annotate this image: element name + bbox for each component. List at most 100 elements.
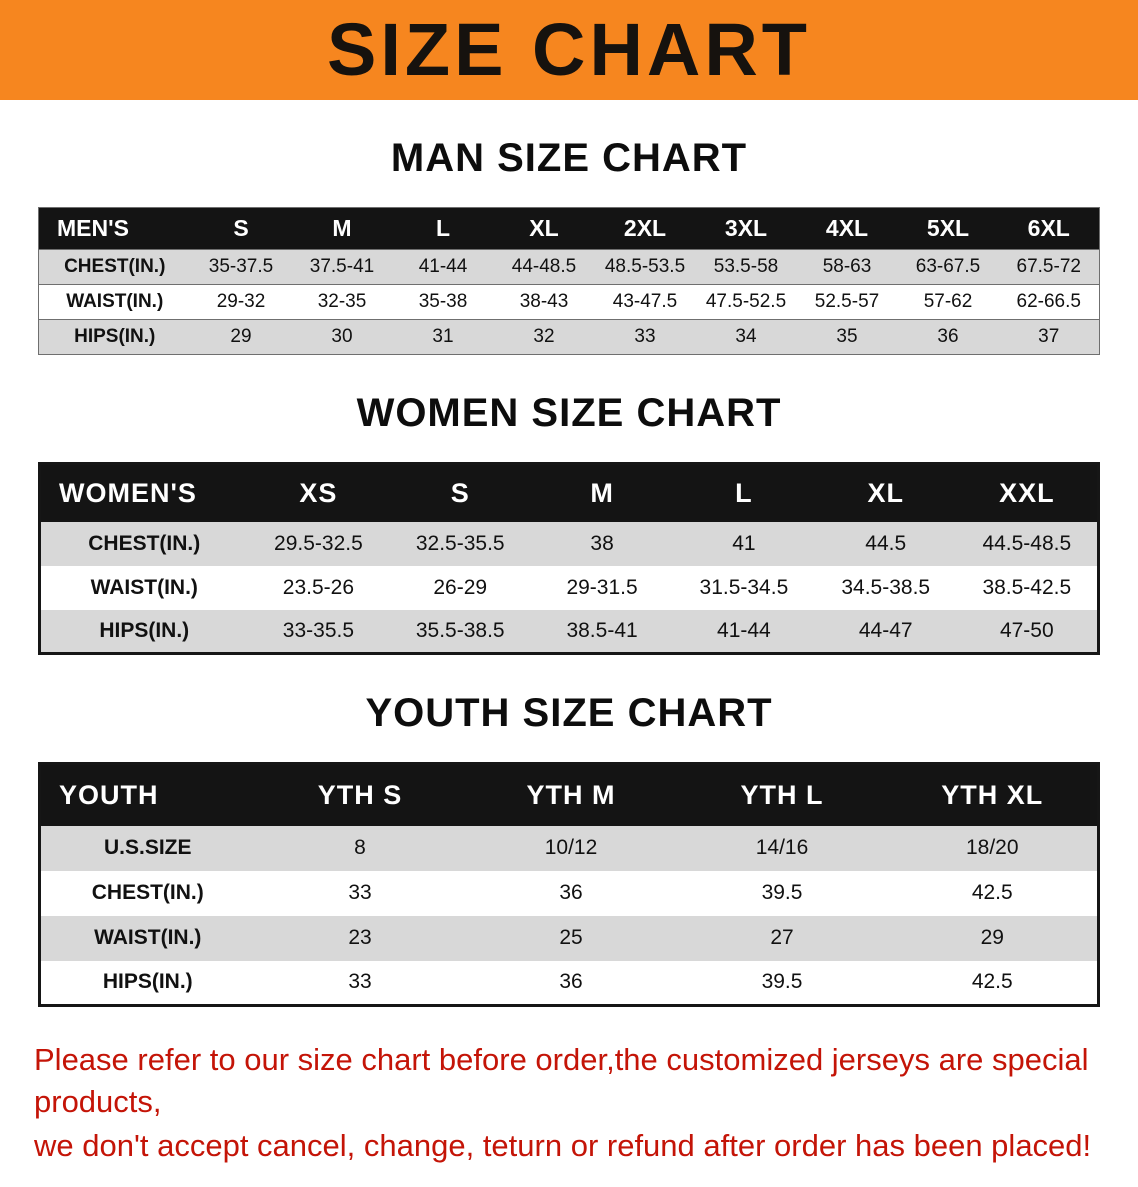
- size-value: 53.5-58: [695, 249, 797, 285]
- table-corner-label: MEN'S: [38, 207, 191, 250]
- size-value: 39.5: [676, 870, 888, 916]
- size-value: 33-35.5: [247, 609, 390, 654]
- size-value: 35-37.5: [190, 249, 292, 285]
- table-corner-label: YOUTH: [39, 763, 255, 826]
- size-column-header: L: [392, 207, 494, 250]
- size-value: 33: [254, 960, 466, 1006]
- youth-size-table: YOUTH YTH S YTH M YTH L YTH XL U.S.SIZE 8 10/12…: [38, 762, 1100, 1007]
- size-value: 27: [676, 915, 888, 961]
- size-column-header: M: [531, 463, 673, 522]
- row-label: HIPS(IN.): [39, 960, 255, 1006]
- table-row: HIPS(IN.) 33-35.5 35.5-38.5 38.5-41 41-44 44-…: [39, 609, 1099, 654]
- row-label: U.S.SIZE: [39, 825, 255, 871]
- size-value: 35-38: [392, 284, 494, 320]
- table-row: CHEST(IN.) 29.5-32.5 32.5-35.5 38 41 44.5 44.5…: [39, 521, 1099, 566]
- men-size-table: MEN'S S M L XL 2XL 3XL 4XL 5XL 6XL CHEST(IN.) 35-37…: [38, 207, 1100, 355]
- footer-note-line-2: we don't accept cancel, change, teturn o…: [34, 1127, 1092, 1163]
- table-corner-label: WOMEN'S: [39, 463, 248, 522]
- size-value: 44-47: [814, 609, 957, 654]
- table-row: CHEST(IN.) 33 36 39.5 42.5: [39, 870, 1099, 916]
- size-column-header: S: [190, 207, 292, 250]
- header-row: MEN'S S M L XL 2XL 3XL 4XL 5XL 6XL: [38, 207, 1100, 250]
- youth-size-table-container: YOUTH YTH S YTH M YTH L YTH XL U.S.SIZE 8 10/12…: [38, 762, 1100, 1007]
- size-value: 10/12: [465, 825, 677, 871]
- size-value: 29.5-32.5: [247, 521, 390, 566]
- size-value: 38.5-42.5: [956, 565, 1099, 610]
- size-value: 26-29: [389, 565, 532, 610]
- size-value: 47.5-52.5: [695, 284, 797, 320]
- size-value: 32: [493, 319, 595, 355]
- size-value: 47-50: [956, 609, 1099, 654]
- size-column-header: 3XL: [695, 207, 797, 250]
- size-column-header: YTH M: [465, 763, 677, 826]
- size-value: 34.5-38.5: [814, 565, 957, 610]
- size-column-header: S: [389, 463, 532, 522]
- table-row: WAIST(IN.) 23 25 27 29: [39, 915, 1099, 961]
- size-value: 37.5-41: [291, 249, 393, 285]
- size-column-header: M: [291, 207, 393, 250]
- size-column-header: 6XL: [998, 207, 1100, 250]
- size-value: 34: [695, 319, 797, 355]
- size-value: 52.5-57: [796, 284, 898, 320]
- men-size-section: MAN SIZE CHART MEN'S S M L XL 2XL 3XL 4XL 5XL 6XL…: [0, 136, 1138, 355]
- size-value: 25: [465, 915, 677, 961]
- size-value: 39.5: [676, 960, 888, 1006]
- size-value: 33: [594, 319, 696, 355]
- footer-note: Please refer to our size chart before or…: [34, 1039, 1104, 1167]
- size-value: 38.5-41: [531, 609, 673, 654]
- size-value: 41: [672, 521, 815, 566]
- row-label: CHEST(IN.): [38, 249, 191, 285]
- table-row: WAIST(IN.) 29-32 32-35 35-38 38-43 43-47.5 47.…: [38, 284, 1100, 320]
- size-value: 58-63: [796, 249, 898, 285]
- men-size-table-container: MEN'S S M L XL 2XL 3XL 4XL 5XL 6XL CHEST(IN.) 35-37…: [38, 207, 1100, 355]
- row-label: CHEST(IN.): [39, 521, 248, 566]
- size-column-header: 4XL: [796, 207, 898, 250]
- size-value: 38-43: [493, 284, 595, 320]
- table-row: WAIST(IN.) 23.5-26 26-29 29-31.5 31.5-34.5 34…: [39, 565, 1099, 610]
- size-value: 32.5-35.5: [389, 521, 532, 566]
- size-value: 31: [392, 319, 494, 355]
- row-label: WAIST(IN.): [39, 565, 248, 610]
- size-value: 37: [998, 319, 1100, 355]
- size-column-header: XL: [493, 207, 595, 250]
- size-value: 63-67.5: [897, 249, 999, 285]
- size-value: 41-44: [672, 609, 815, 654]
- size-value: 29: [190, 319, 292, 355]
- size-value: 35.5-38.5: [389, 609, 532, 654]
- size-value: 42.5: [887, 960, 1099, 1006]
- size-value: 30: [291, 319, 393, 355]
- row-label: WAIST(IN.): [39, 915, 255, 961]
- size-value: 29: [887, 915, 1099, 961]
- size-value: 36: [465, 870, 677, 916]
- size-value: 42.5: [887, 870, 1099, 916]
- women-size-table: WOMEN'S XS S M L XL XXL CHEST(IN.) 29.5-32.5 32.5…: [38, 462, 1100, 655]
- size-value: 36: [897, 319, 999, 355]
- header-row: YOUTH YTH S YTH M YTH L YTH XL: [39, 763, 1099, 826]
- size-column-header: XXL: [956, 463, 1099, 522]
- size-value: 62-66.5: [998, 284, 1100, 320]
- women-size-section: WOMEN SIZE CHART WOMEN'S XS S M L XL XXL CHEST(…: [0, 391, 1138, 655]
- size-column-header: YTH XL: [887, 763, 1099, 826]
- banner: SIZE CHART: [0, 0, 1138, 100]
- table-row: CHEST(IN.) 35-37.5 37.5-41 41-44 44-48.5 48.5…: [38, 249, 1100, 285]
- size-column-header: YTH L: [676, 763, 888, 826]
- footer-note-line-1: Please refer to our size chart before or…: [34, 1042, 1089, 1119]
- size-value: 38: [531, 521, 673, 566]
- youth-section-title: YOUTH SIZE CHART: [365, 691, 773, 735]
- table-row: U.S.SIZE 8 10/12 14/16 18/20: [39, 825, 1099, 871]
- women-section-title: WOMEN SIZE CHART: [356, 391, 782, 435]
- size-column-header: XL: [814, 463, 957, 522]
- size-column-header: YTH S: [254, 763, 466, 826]
- size-value: 67.5-72: [998, 249, 1100, 285]
- size-value: 36: [465, 960, 677, 1006]
- size-value: 44.5-48.5: [956, 521, 1099, 566]
- row-label: HIPS(IN.): [38, 319, 191, 355]
- size-column-header: XS: [247, 463, 390, 522]
- row-label: HIPS(IN.): [39, 609, 248, 654]
- table-row: HIPS(IN.) 33 36 39.5 42.5: [39, 960, 1099, 1006]
- size-value: 35: [796, 319, 898, 355]
- size-value: 44-48.5: [493, 249, 595, 285]
- size-value: 32-35: [291, 284, 393, 320]
- size-value: 48.5-53.5: [594, 249, 696, 285]
